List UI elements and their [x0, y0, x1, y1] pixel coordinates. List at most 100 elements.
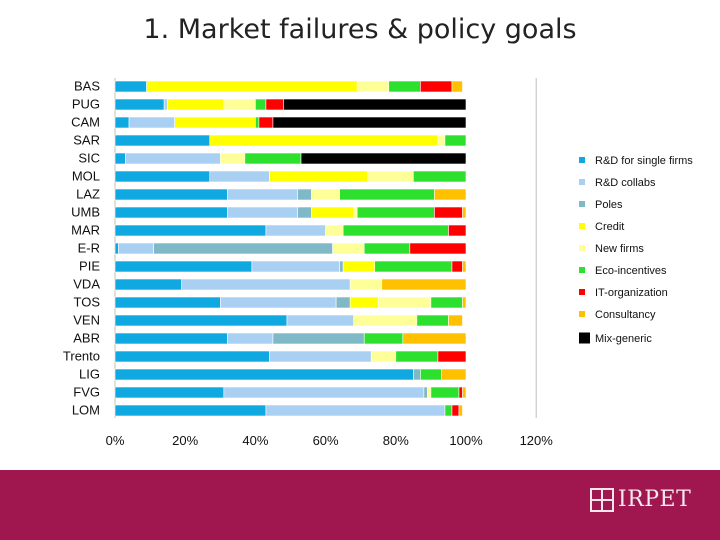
- logo-mark-icon: [590, 487, 614, 512]
- bar-segment: [220, 152, 246, 165]
- category-label: LOM: [72, 403, 100, 418]
- bar-segment: [114, 386, 225, 399]
- bar-segment: [363, 332, 404, 345]
- bar-segment: [311, 188, 340, 201]
- bar-segment: [367, 170, 414, 183]
- legend-label: Poles: [595, 199, 623, 211]
- bar-segment: [223, 386, 425, 399]
- bar-segment: [128, 116, 175, 129]
- bar-segment: [114, 404, 267, 417]
- slide-title: 1. Market failures & policy goals: [143, 14, 577, 45]
- bar-segment: [353, 314, 418, 327]
- x-tick-label: 40%: [242, 433, 268, 448]
- x-tick-label: 100%: [449, 433, 483, 448]
- bar-segment: [114, 314, 288, 327]
- legend-label: Credit: [595, 221, 624, 233]
- bar-segment: [332, 242, 365, 255]
- bar-segment: [311, 206, 354, 219]
- bar-segment: [409, 242, 467, 255]
- category-label: SIC: [78, 151, 100, 166]
- legend-label: R&D for single firms: [595, 155, 693, 167]
- bar-segment: [370, 350, 397, 363]
- x-tick-label: 80%: [383, 433, 409, 448]
- bar-segment: [451, 404, 460, 417]
- category-label: PIE: [79, 259, 100, 274]
- bar-segment: [114, 242, 119, 255]
- category-label: ABR: [73, 331, 100, 346]
- bar-segment: [339, 188, 435, 201]
- bar-segment: [342, 260, 376, 273]
- bar-segment: [430, 296, 463, 309]
- legend-label: Mix-generic: [595, 333, 652, 345]
- bar-segment: [297, 206, 312, 219]
- bar-segment: [423, 386, 428, 399]
- bar-segment: [114, 116, 130, 129]
- legend-swatch: [579, 289, 585, 295]
- category-label: Trento: [63, 349, 100, 364]
- bar-segment: [451, 260, 463, 273]
- bar-segment: [342, 224, 449, 237]
- x-tick-label: 0%: [106, 433, 125, 448]
- bar-segment: [356, 206, 435, 219]
- bar-segment: [300, 152, 467, 165]
- category-label: LIG: [79, 367, 100, 382]
- bar-segment: [265, 224, 326, 237]
- bar-segment: [114, 368, 414, 381]
- bar-segment: [114, 80, 147, 93]
- bar-segment: [458, 404, 463, 417]
- legend-swatch: [579, 157, 585, 163]
- bar-segment: [462, 386, 467, 399]
- legend-label: Consultancy: [595, 309, 656, 321]
- bar-segment: [114, 134, 211, 147]
- bar-segment: [462, 296, 467, 309]
- bar-segment: [402, 332, 467, 345]
- bar-segment: [227, 206, 298, 219]
- bar-segment: [441, 368, 467, 381]
- category-label: PUG: [72, 97, 100, 112]
- bar-segment: [437, 134, 446, 147]
- bar-segment: [114, 206, 228, 219]
- bar-segment: [420, 368, 442, 381]
- category-label: VDA: [73, 277, 100, 292]
- legend-swatch: [579, 267, 585, 273]
- bar-segment: [209, 170, 270, 183]
- bar-segment: [437, 350, 467, 363]
- bar-segment: [356, 80, 390, 93]
- bar-segment: [153, 242, 333, 255]
- bar-segment: [251, 260, 340, 273]
- x-tick-label: 120%: [520, 433, 554, 448]
- bar-segment: [416, 314, 449, 327]
- category-label: FVG: [73, 385, 100, 400]
- category-label: MAR: [71, 223, 100, 238]
- bar-segment: [381, 278, 467, 291]
- bar-segment: [227, 332, 274, 345]
- bar-segment: [223, 98, 256, 111]
- bar-segment: [181, 278, 351, 291]
- bar-segment: [377, 296, 432, 309]
- bar-segment: [114, 188, 228, 201]
- bar-segment: [395, 350, 439, 363]
- bar-segment: [349, 296, 379, 309]
- bar-segment: [244, 152, 302, 165]
- bar-segment: [163, 98, 168, 111]
- bar-segment: [265, 98, 284, 111]
- legend-label: IT-organization: [595, 287, 668, 299]
- x-tick-label: 20%: [172, 433, 198, 448]
- category-label: SAR: [73, 133, 100, 148]
- irpet-logo: IRPET: [590, 487, 691, 512]
- bar-segment: [420, 80, 453, 93]
- category-label: MOL: [72, 169, 100, 184]
- bar-segment: [114, 332, 228, 345]
- legend-swatch: [579, 311, 585, 317]
- bar-segment: [114, 350, 270, 363]
- bar-segment: [269, 350, 372, 363]
- bar-segment: [283, 98, 467, 111]
- bar-segment: [146, 80, 358, 93]
- bar-segment: [297, 188, 312, 201]
- bar-segment: [458, 386, 463, 399]
- category-label: E-R: [78, 241, 100, 256]
- bar-segment: [427, 386, 432, 399]
- bar-segment: [434, 206, 463, 219]
- bar-segment: [265, 404, 446, 417]
- legend-label: New firms: [595, 243, 644, 255]
